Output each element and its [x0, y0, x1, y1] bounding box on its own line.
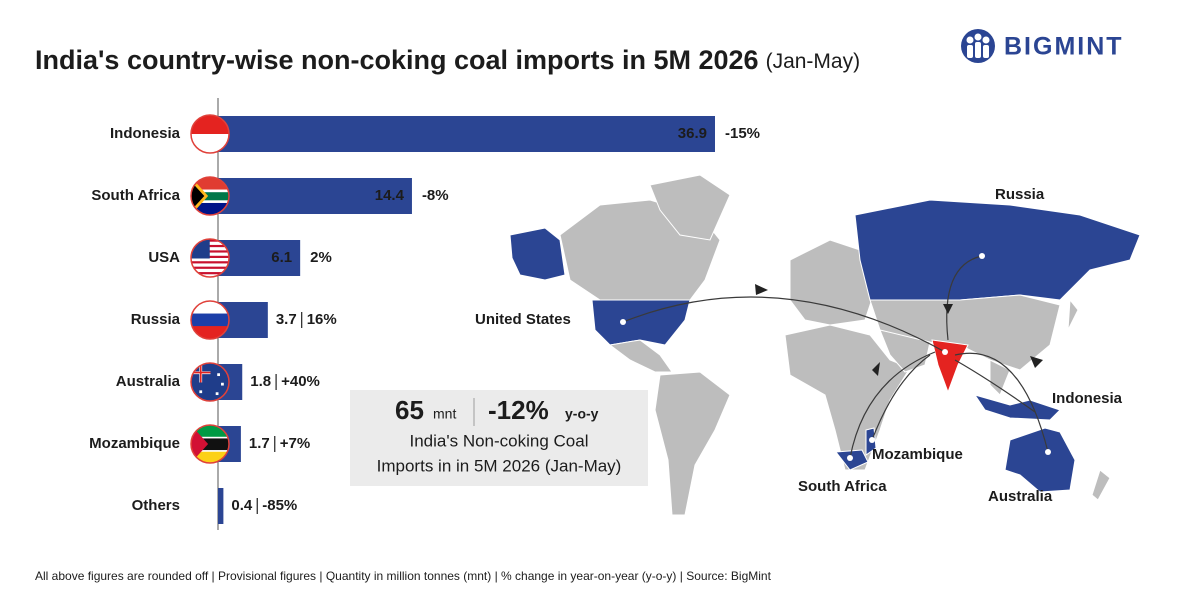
- flag-part: [191, 263, 229, 267]
- map-label: United States: [475, 311, 571, 328]
- logo-text: BIGMINT: [1004, 33, 1124, 61]
- flag-ring: [190, 238, 230, 278]
- flag-part: [191, 244, 229, 248]
- summary-total: 65: [395, 395, 424, 425]
- flag-part: [217, 373, 220, 377]
- flag-part: [191, 313, 229, 327]
- summary-caption: India's Non-coking Coal: [409, 431, 588, 450]
- map-label: Australia: [988, 488, 1053, 505]
- category-label: Mozambique: [89, 435, 180, 452]
- flag-part: [199, 390, 203, 394]
- flag: [191, 115, 229, 153]
- change-label: +7%: [280, 435, 310, 452]
- flag: [191, 363, 229, 401]
- value-label: 0.4: [231, 497, 253, 514]
- category-label: USA: [148, 249, 180, 266]
- category-label: Russia: [131, 311, 181, 328]
- flag-part: [191, 134, 229, 153]
- flag-part: [191, 252, 229, 256]
- subtitle: (Jan-May): [766, 50, 861, 73]
- change-label: 16%: [307, 311, 337, 328]
- change-label: -15%: [725, 125, 760, 142]
- flag-part: [191, 450, 229, 452]
- change-label: -85%: [262, 497, 297, 514]
- flag-part: [191, 247, 229, 251]
- chart-title: India's country-wise non-coking coal imp…: [35, 45, 860, 75]
- summary-caption: Imports in in 5M 2026 (Jan-May): [377, 456, 622, 475]
- world-map: [509, 174, 1141, 516]
- summary-change-unit: y-o-y: [565, 406, 599, 422]
- bar: [218, 240, 301, 276]
- logo: BIGMINT: [961, 29, 1124, 63]
- bar: [218, 488, 224, 524]
- value-label: 14.4: [375, 187, 405, 204]
- value-label: 3.7: [276, 311, 297, 328]
- change-label: +40%: [281, 373, 320, 390]
- flag-part: [215, 392, 219, 396]
- bar: [218, 116, 715, 152]
- flag-part: [191, 115, 229, 135]
- summary-box: 65 mnt -12% y-o-y India's Non-coking Coa…: [350, 390, 648, 486]
- flag-part: [191, 177, 229, 191]
- flag: [191, 177, 229, 215]
- flag-part: [191, 181, 205, 211]
- bar: [218, 178, 412, 214]
- trade-routes: [620, 253, 1051, 461]
- value-label: 36.9: [678, 125, 707, 142]
- flag-ring: [190, 300, 230, 340]
- flag-part: [191, 425, 209, 463]
- value-label: 1.7: [249, 435, 270, 452]
- flag-part: [221, 382, 224, 386]
- flag-part: [191, 192, 229, 201]
- flag-part: [191, 436, 229, 439]
- flag-part: [191, 271, 229, 275]
- flag-part: [191, 268, 229, 273]
- title: India's country-wise non-coking coal imp…: [35, 45, 759, 75]
- value-label: 1.8: [250, 373, 271, 390]
- flag-part: [191, 258, 229, 262]
- map-label: Russia: [995, 186, 1045, 203]
- footnote: All above figures are rounded off | Prov…: [35, 569, 772, 583]
- flag-part: [191, 241, 229, 245]
- map-label: Indonesia: [1052, 390, 1123, 407]
- flag-ring: [190, 362, 230, 402]
- flag-part: [191, 239, 229, 243]
- value-label: 6.1: [271, 249, 292, 266]
- category-label: Indonesia: [110, 125, 181, 142]
- change-label: 2%: [310, 249, 332, 266]
- flag-ring: [190, 176, 230, 216]
- change-label: -8%: [422, 187, 449, 204]
- map-label: Mozambique: [872, 446, 963, 463]
- flag-part: [191, 249, 229, 254]
- flag-part: [191, 274, 229, 277]
- summary-change: -12%: [488, 395, 549, 425]
- flag-ring: [190, 424, 230, 464]
- map-label: South Africa: [798, 478, 887, 495]
- category-label: Others: [132, 497, 180, 514]
- flag-ring: [190, 114, 230, 154]
- flag-part: [199, 363, 202, 383]
- summary-unit: mnt: [433, 406, 456, 422]
- flag-part: [191, 255, 229, 259]
- category-label: Australia: [116, 373, 181, 390]
- category-label: South Africa: [91, 187, 180, 204]
- flag-part: [191, 266, 229, 270]
- flag-part: [191, 363, 229, 401]
- flag-part: [191, 260, 229, 264]
